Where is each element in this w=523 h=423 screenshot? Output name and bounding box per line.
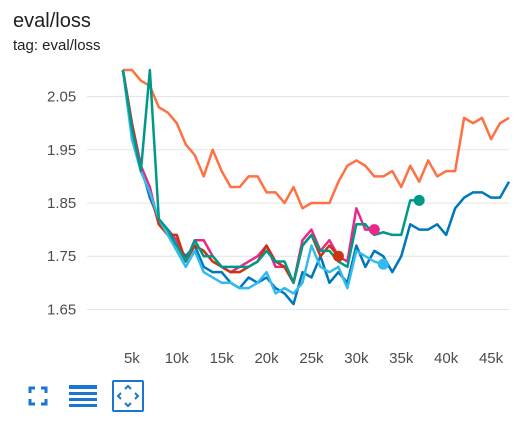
data-table-button[interactable] [67, 380, 99, 412]
y-tick-label: 2.05 [47, 89, 76, 106]
data-table-icon [69, 385, 97, 407]
x-tick-label: 35k [389, 350, 414, 367]
series-end-marker-2[interactable] [368, 224, 380, 236]
x-tick-label: 20k [254, 350, 279, 367]
fullscreen-button[interactable] [22, 380, 54, 412]
series-line-0[interactable] [122, 68, 510, 210]
y-tick-label: 1.85 [47, 195, 76, 212]
chart-toolbar [22, 380, 157, 412]
line-chart[interactable]: 1.65 1.75 1.85 1.95 2.05 5k 10k 15k 20k 25k 30k 35… [0, 0, 523, 375]
fit-domain-icon [116, 384, 140, 408]
grid-lines [87, 96, 509, 310]
x-tick-label: 40k [434, 350, 459, 367]
series-end-marker-5[interactable] [413, 194, 425, 206]
x-tick-label: 30k [344, 350, 369, 367]
series-line-1[interactable] [121, 69, 511, 306]
y-axis-labels: 1.65 1.75 1.85 1.95 2.05 [47, 89, 76, 319]
x-tick-label: 5k [124, 350, 140, 367]
x-axis-labels: 5k 10k 15k 20k 25k 30k 35k 40k 45k [124, 350, 504, 367]
x-tick-label: 25k [299, 350, 324, 367]
series-markers [332, 194, 425, 270]
series-line-4[interactable] [121, 69, 384, 295]
fit-domain-button[interactable] [112, 380, 144, 412]
fullscreen-icon [28, 386, 48, 406]
x-tick-label: 45k [479, 350, 504, 367]
series-end-marker-4[interactable] [377, 258, 389, 270]
series-lines [121, 68, 511, 306]
x-tick-label: 10k [165, 350, 190, 367]
y-tick-label: 1.75 [47, 248, 76, 265]
chart-tag: tag: eval/loss [13, 37, 101, 54]
x-tick-label: 15k [210, 350, 235, 367]
chart-title: eval/loss [13, 10, 91, 32]
y-tick-label: 1.65 [47, 301, 76, 318]
series-end-marker-3[interactable] [332, 250, 344, 262]
y-tick-label: 1.95 [47, 142, 76, 159]
